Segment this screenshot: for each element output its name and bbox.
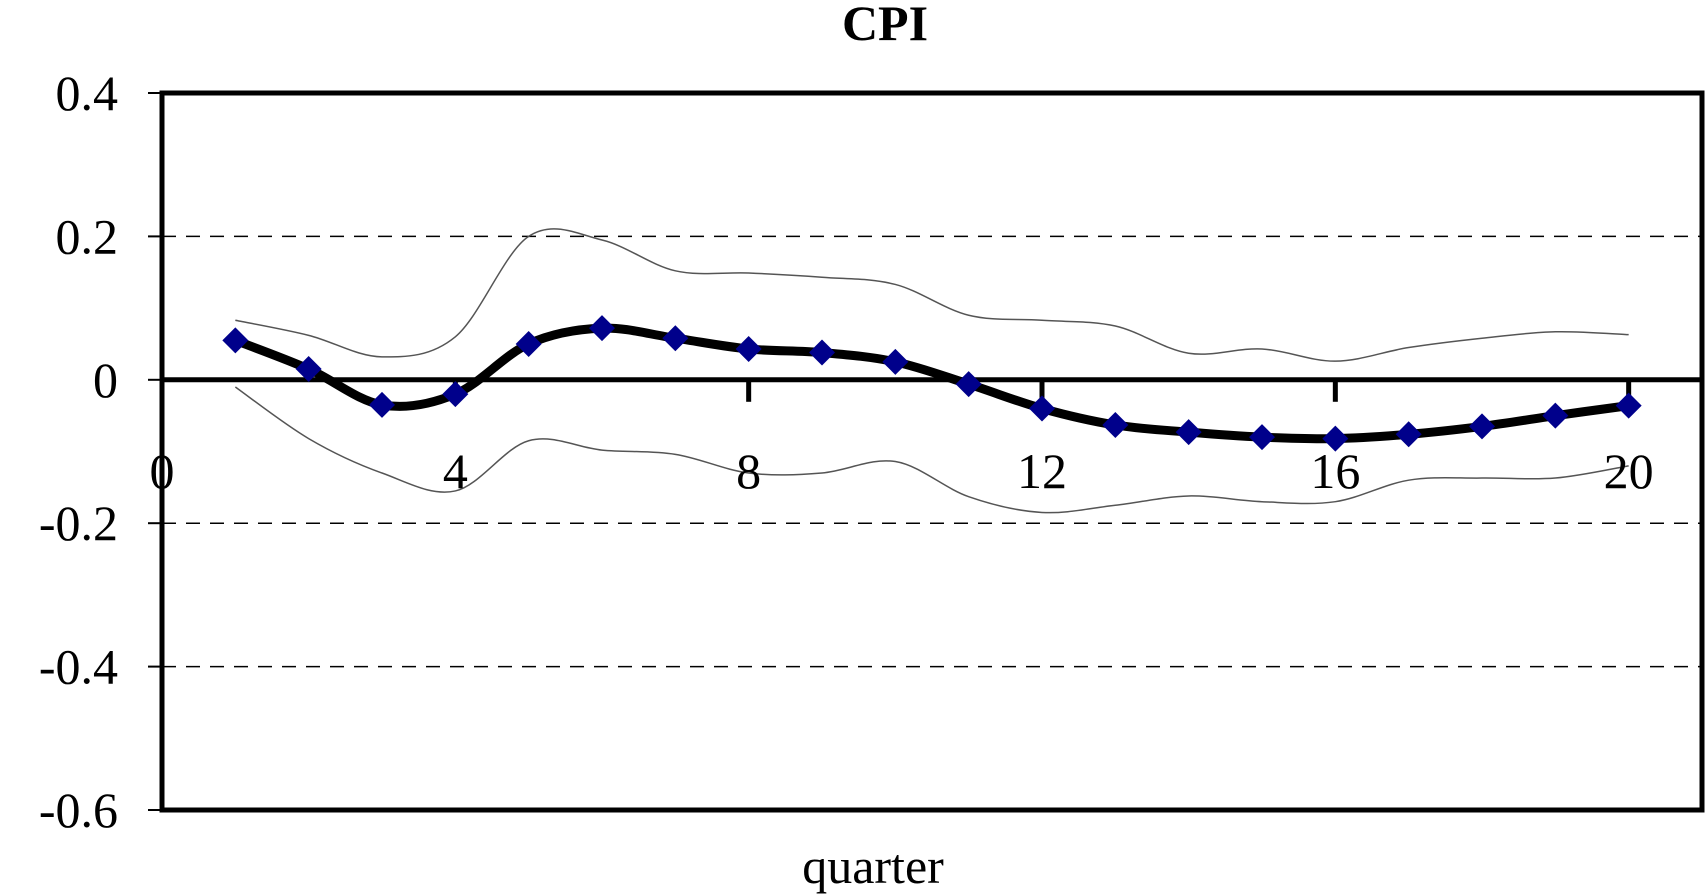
data-point-marker (295, 356, 322, 383)
x-axis-labels: 0 4 8 12 16 20 (150, 443, 1654, 499)
data-point-marker (955, 371, 982, 398)
data-point-marker (589, 315, 615, 342)
confidence-bands (234, 228, 1629, 514)
y-tick-label: 0 (93, 352, 118, 408)
x-tick-label: 20 (1604, 443, 1654, 499)
upper-band-line (235, 228, 1629, 362)
x-tick-label: 8 (736, 443, 761, 499)
y-tick-label: -0.6 (39, 782, 118, 838)
data-point-marker (1249, 424, 1275, 451)
data-point-marker (1542, 402, 1569, 429)
gridlines (162, 235, 1702, 668)
data-point-marker (442, 381, 469, 408)
x-tick-label: 12 (1017, 443, 1067, 499)
y-axis-labels: 0.4 0.2 0 -0.2 -0.4 -0.6 (39, 65, 162, 838)
data-point-marker (369, 391, 395, 418)
data-point-marker (1615, 392, 1642, 419)
estimate-markers (222, 315, 1642, 452)
chart-title: CPI (842, 0, 928, 51)
y-tick-label: 0.4 (56, 65, 119, 121)
data-point-marker (1395, 421, 1422, 448)
data-point-marker (515, 330, 542, 357)
x-tick-label: 0 (150, 443, 175, 499)
data-point-marker (1175, 419, 1202, 446)
y-tick-label: -0.4 (39, 639, 118, 695)
data-point-marker (809, 339, 835, 366)
data-point-marker (1469, 413, 1495, 440)
data-point-marker (662, 325, 689, 352)
x-axis-title: quarter (802, 838, 944, 894)
lower-band-line (234, 386, 1629, 514)
x-tick-label: 16 (1310, 443, 1360, 499)
data-point-marker (1322, 425, 1349, 452)
y-tick-label: -0.2 (39, 495, 118, 551)
data-point-marker (222, 327, 249, 354)
data-point-marker (1102, 411, 1129, 438)
plot-frame (159, 90, 1705, 813)
y-tick-label: 0.2 (56, 208, 119, 264)
data-point-marker (735, 335, 762, 362)
x-tick-label: 4 (443, 443, 468, 499)
data-point-marker (882, 348, 909, 375)
data-point-marker (1029, 395, 1055, 422)
